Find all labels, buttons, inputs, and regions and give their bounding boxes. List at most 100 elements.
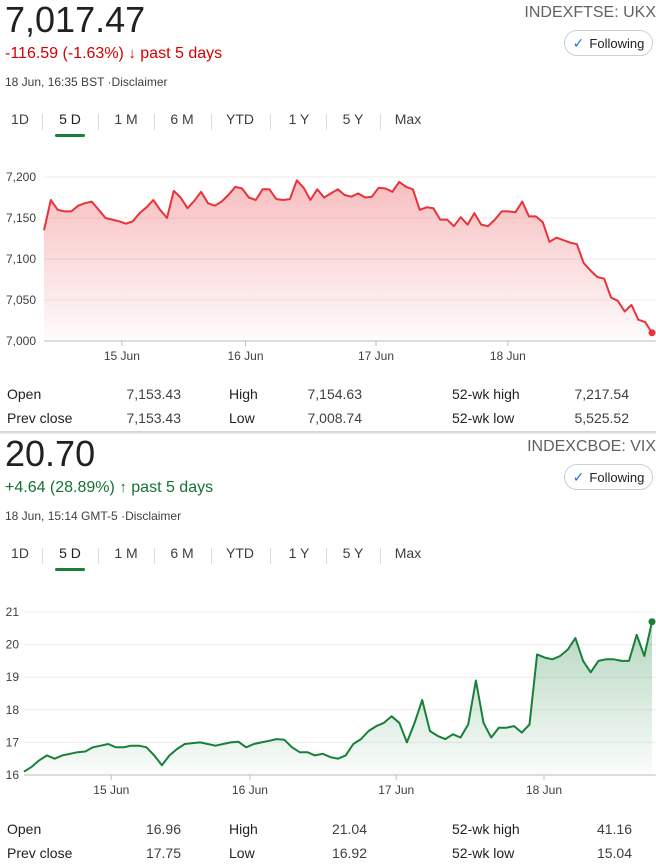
y-tick-label: 21 xyxy=(6,605,20,619)
stat-prev-close-value: 17.75 xyxy=(145,845,181,861)
stat-open-label: Open xyxy=(7,821,42,837)
following-button[interactable]: ✓ Following xyxy=(564,464,653,490)
ticker-symbol: INDEXCBOE: VIX xyxy=(527,438,656,455)
stat-52wk-low-value: 15.04 xyxy=(596,845,632,861)
stat-high-label: High xyxy=(229,821,258,837)
tab-1m[interactable]: 1 M xyxy=(114,545,138,561)
y-tick-label: 20 xyxy=(6,638,20,652)
stat-52wk-high-value: 41.16 xyxy=(596,821,632,837)
series-area xyxy=(44,180,652,341)
arrow-down-icon: ↓ xyxy=(128,45,136,62)
stat-low-label: Low xyxy=(229,845,255,861)
checkmark-icon: ✓ xyxy=(572,34,585,51)
ftse-quote-panel: 7,017.47 INDEXFTSE: UKX -116.59 (-1.63%)… xyxy=(0,0,656,432)
price-value: 20.70 xyxy=(5,433,96,474)
stat-low-value: 7,008.74 xyxy=(307,410,363,426)
time-range-tabs: 1D 5 D 1 M 6 M YTD 1 Y 5 Y Max xyxy=(0,108,460,138)
x-tick-label: 16 Jun xyxy=(232,783,268,797)
series-line xyxy=(23,621,653,773)
following-label: Following xyxy=(589,469,645,485)
x-tick-label: 15 Jun xyxy=(104,349,140,363)
stat-high-label: High xyxy=(229,386,258,402)
vix-price-chart[interactable]: 16 17 18 19 20 21 15 Jun 16 Jun 17 Jun 18 Jun xyxy=(0,589,656,799)
tab-1d[interactable]: 1D xyxy=(11,111,29,127)
following-button[interactable]: ✓ Following xyxy=(564,30,653,56)
stat-low-value: 16.92 xyxy=(331,845,367,861)
stat-open-value: 16.96 xyxy=(145,821,181,837)
tab-divider xyxy=(211,548,212,564)
ftse-price-chart[interactable]: 7,000 7,050 7,100 7,150 7,200 15 Jun 16 Jun 17 … xyxy=(0,155,656,365)
stat-prev-close-label: Prev close xyxy=(7,410,73,426)
tab-divider xyxy=(326,548,327,564)
selected-tab-indicator xyxy=(55,134,85,137)
timestamp-text: 18 Jun, 16:35 BST xyxy=(5,75,105,89)
stat-52wk-low-value: 5,525.52 xyxy=(574,410,630,426)
tab-5d[interactable]: 5 D xyxy=(59,111,81,127)
time-range-tabs: 1D 5 D 1 M 6 M YTD 1 Y 5 Y Max xyxy=(0,542,460,572)
tab-divider xyxy=(380,548,381,564)
tab-5y[interactable]: 5 Y xyxy=(342,111,364,127)
stat-52wk-low-label: 52-wk low xyxy=(452,410,515,426)
x-tick-label: 17 Jun xyxy=(358,349,394,363)
stat-52wk-high-value: 7,217.54 xyxy=(574,386,630,402)
tab-divider xyxy=(98,114,99,130)
change-amount: +4.64 (28.89%) xyxy=(5,479,115,496)
tab-1d[interactable]: 1D xyxy=(11,545,29,561)
tab-5y[interactable]: 5 Y xyxy=(342,545,364,561)
panel-separator xyxy=(0,431,656,434)
tab-5d[interactable]: 5 D xyxy=(59,545,81,561)
tab-divider xyxy=(270,114,271,130)
tab-1m[interactable]: 1 M xyxy=(114,111,138,127)
tab-max[interactable]: Max xyxy=(394,545,422,561)
change-period: past 5 days xyxy=(140,45,223,62)
stat-open-value: 7,153.43 xyxy=(126,386,182,402)
stat-high-value: 21.04 xyxy=(331,821,367,837)
tab-divider xyxy=(380,114,381,130)
y-tick-label: 7,100 xyxy=(6,252,36,266)
selected-tab-indicator xyxy=(55,568,85,571)
stat-open-label: Open xyxy=(7,386,42,402)
checkmark-icon: ✓ xyxy=(572,468,585,485)
timestamp: 18 Jun, 15:14 GMT-5 ·Disclaimer xyxy=(5,509,181,523)
x-tick-label: 15 Jun xyxy=(93,783,129,797)
stat-52wk-high-label: 52-wk high xyxy=(452,386,520,402)
tab-ytd[interactable]: YTD xyxy=(226,545,254,561)
y-tick-label: 19 xyxy=(6,670,20,684)
stat-52wk-low-label: 52-wk low xyxy=(452,845,515,861)
x-tick-label: 18 Jun xyxy=(490,349,526,363)
x-tick-label: 16 Jun xyxy=(228,349,264,363)
series-area xyxy=(24,621,652,775)
change-amount: -116.59 (-1.63%) xyxy=(5,45,124,62)
stat-52wk-high-label: 52-wk high xyxy=(452,821,520,837)
stat-prev-close-value: 7,153.43 xyxy=(126,410,182,426)
stat-low-label: Low xyxy=(229,410,255,426)
tab-1y[interactable]: 1 Y xyxy=(288,545,310,561)
y-tick-label: 7,000 xyxy=(6,334,36,348)
tab-max[interactable]: Max xyxy=(394,111,422,127)
tab-divider xyxy=(326,114,327,130)
disclaimer-link[interactable]: ·Disclaimer xyxy=(107,75,168,89)
following-label: Following xyxy=(589,35,645,51)
y-tick-label: 7,050 xyxy=(6,293,36,307)
x-tick-label: 17 Jun xyxy=(378,783,414,797)
vix-quote-panel: 20.70 INDEXCBOE: VIX +4.64 (28.89%) ↑ pa… xyxy=(0,434,656,865)
tab-6m[interactable]: 6 M xyxy=(170,111,194,127)
tab-ytd[interactable]: YTD xyxy=(226,111,254,127)
y-tick-label: 17 xyxy=(6,735,20,749)
tab-divider xyxy=(211,114,212,130)
series-line xyxy=(43,179,653,334)
y-tick-label: 7,200 xyxy=(6,170,36,184)
tab-6m[interactable]: 6 M xyxy=(170,545,194,561)
last-point-marker xyxy=(648,618,656,626)
y-tick-label: 7,150 xyxy=(6,211,36,225)
price-change: -116.59 (-1.63%) ↓ past 5 days xyxy=(5,44,222,64)
tab-1y[interactable]: 1 Y xyxy=(288,111,310,127)
price-change: +4.64 (28.89%) ↑ past 5 days xyxy=(5,478,213,498)
disclaimer-link[interactable]: ·Disclaimer xyxy=(121,509,182,523)
tab-divider xyxy=(154,548,155,564)
stat-high-value: 7,154.63 xyxy=(307,386,363,402)
timestamp: 18 Jun, 16:35 BST ·Disclaimer xyxy=(5,75,168,89)
tab-divider xyxy=(270,548,271,564)
y-tick-label: 16 xyxy=(6,768,20,782)
change-period: past 5 days xyxy=(131,479,214,496)
